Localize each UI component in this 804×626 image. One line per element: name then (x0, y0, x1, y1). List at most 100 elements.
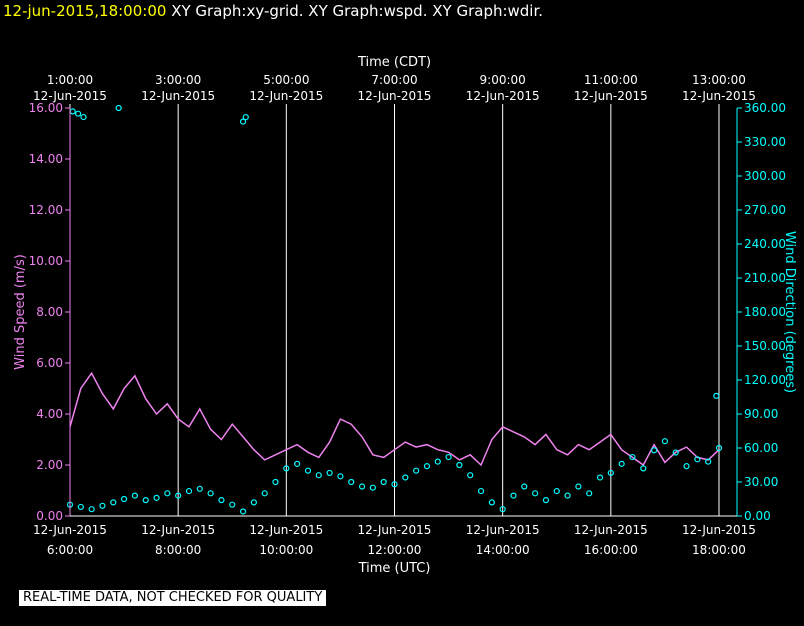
left-tick-label: 12.00 (29, 203, 63, 217)
right-tick-label: 240.00 (744, 237, 786, 251)
top-tick-date: 12-Jun-2015 (682, 89, 756, 103)
wind-direction-point (250, 499, 257, 506)
wind-direction-point (683, 463, 690, 470)
wind-direction-point (207, 490, 214, 497)
right-tick-label: 90.00 (744, 407, 778, 421)
bottom-tick-time: 12:00:00 (368, 543, 422, 557)
bottom-tick-time: 14:00:00 (476, 543, 530, 557)
wind-direction-point (239, 508, 247, 515)
wind-direction-point (629, 453, 636, 461)
top-tick-date: 12-Jun-2015 (33, 89, 107, 103)
wind-direction-point (380, 478, 387, 486)
left-tick-label: 16.00 (29, 101, 63, 115)
right-tick-label: 120.00 (744, 373, 786, 387)
right-tick-label: 360.00 (744, 101, 786, 115)
left-tick-label: 8.00 (36, 305, 63, 319)
wind-direction-point (713, 392, 720, 399)
wind-speed-line (69, 371, 720, 467)
top-tick-date: 12-Jun-2015 (249, 89, 323, 103)
right-tick-label: 30.00 (744, 475, 778, 489)
top-tick-date: 12-Jun-2015 (574, 89, 648, 103)
axis-labels: 12-Jun-2015 6:00:00 12-Jun-2015 8:00:00 12-J… (13, 55, 797, 576)
wind-direction-point (242, 113, 249, 121)
wind-direction-point (672, 449, 679, 456)
left-tick-label: 10.00 (29, 254, 63, 268)
right-axis-title: Wind Direction (degrees) (782, 231, 797, 393)
bottom-tick-date: 12-Jun-2015 (358, 523, 432, 537)
bottom-tick-date: 12-Jun-2015 (141, 523, 215, 537)
right-tick-label: 270.00 (744, 203, 786, 217)
bottom-tick-time: 16:00:00 (584, 543, 638, 557)
wind-direction-point (185, 487, 193, 495)
wind-direction-point (661, 438, 669, 445)
wind-direction-point (337, 473, 344, 480)
wind-direction-point (131, 492, 138, 499)
top-axis-title: Time (CDT) (357, 55, 431, 70)
grid-lines (69, 108, 720, 516)
wind-direction-point (175, 492, 182, 499)
wind-direction-point (391, 481, 398, 488)
left-tick-label: 14.00 (29, 152, 63, 166)
left-tick-label: 4.00 (36, 407, 63, 421)
wind-direction-point (218, 497, 225, 504)
wind-direction-point (445, 453, 452, 461)
graph-header: 12-jun-2015,18:00:00 XY Graph:xy-grid. X… (3, 2, 543, 20)
wind-direction-point (77, 503, 84, 511)
wind-direction-point (521, 483, 528, 490)
wind-direction-point (650, 447, 658, 454)
left-tick-label: 0.00 (36, 509, 63, 523)
wind-direction-point (640, 465, 647, 472)
right-tick-label: 0.00 (744, 509, 771, 523)
bottom-tick-time: 6:00:00 (47, 543, 93, 557)
wind-direction-point (294, 460, 301, 467)
wind-direction-point (553, 487, 560, 495)
top-tick-time: 3:00:00 (155, 73, 201, 87)
wind-direction-point (694, 456, 701, 463)
wind-direction-point (304, 467, 312, 474)
wind-direction-point (239, 118, 247, 125)
wind-direction-point (705, 458, 712, 465)
bottom-tick-time: 18:00:00 (692, 543, 746, 557)
top-tick-time: 9:00:00 (480, 73, 526, 87)
wind-direction-point (586, 490, 593, 497)
wind-direction-point (80, 113, 87, 121)
wind-direction-point (164, 490, 171, 497)
wind-direction-point (467, 472, 474, 479)
right-tick-label: 300.00 (744, 169, 786, 183)
graph-name-wdir: XY Graph:wdir. (432, 2, 544, 20)
top-tick-time: 11:00:00 (584, 73, 638, 87)
wind-direction-point (369, 484, 376, 491)
wind-direction-point (402, 474, 409, 481)
left-tick-label: 6.00 (36, 356, 63, 370)
wind-direction-point (272, 478, 279, 486)
top-tick-date: 12-Jun-2015 (358, 89, 432, 103)
wind-direction-point (607, 469, 614, 477)
right-tick-label: 60.00 (744, 441, 778, 455)
top-tick-date: 12-Jun-2015 (466, 89, 540, 103)
axes (65, 104, 742, 517)
wind-direction-point (283, 465, 290, 472)
wind-direction-point (532, 490, 539, 497)
wind-direction-point (348, 478, 355, 486)
wind-direction-point (75, 110, 82, 117)
graph-name-wspd: XY Graph:wspd. (308, 2, 428, 20)
wind-direction-point (510, 492, 517, 499)
wind-direction-point (542, 497, 550, 504)
wind-direction-point (142, 497, 149, 504)
graph-name-grid: XY Graph:xy-grid. (171, 2, 304, 20)
wind-direction-point (315, 472, 322, 479)
wind-direction-series (66, 104, 723, 515)
right-tick-label: 180.00 (744, 305, 786, 319)
wind-direction-point (120, 495, 128, 503)
wind-direction-point (413, 467, 420, 474)
wind-direction-point (69, 108, 76, 115)
wind-direction-point (99, 502, 106, 509)
wind-direction-point (499, 506, 506, 513)
wind-direction-point (618, 460, 625, 467)
wind-direction-point (326, 469, 333, 477)
top-tick-time: 1:00:00 (47, 73, 93, 87)
right-tick-label: 150.00 (744, 339, 786, 353)
wind-direction-point (261, 490, 268, 497)
wind-direction-point (488, 499, 495, 506)
